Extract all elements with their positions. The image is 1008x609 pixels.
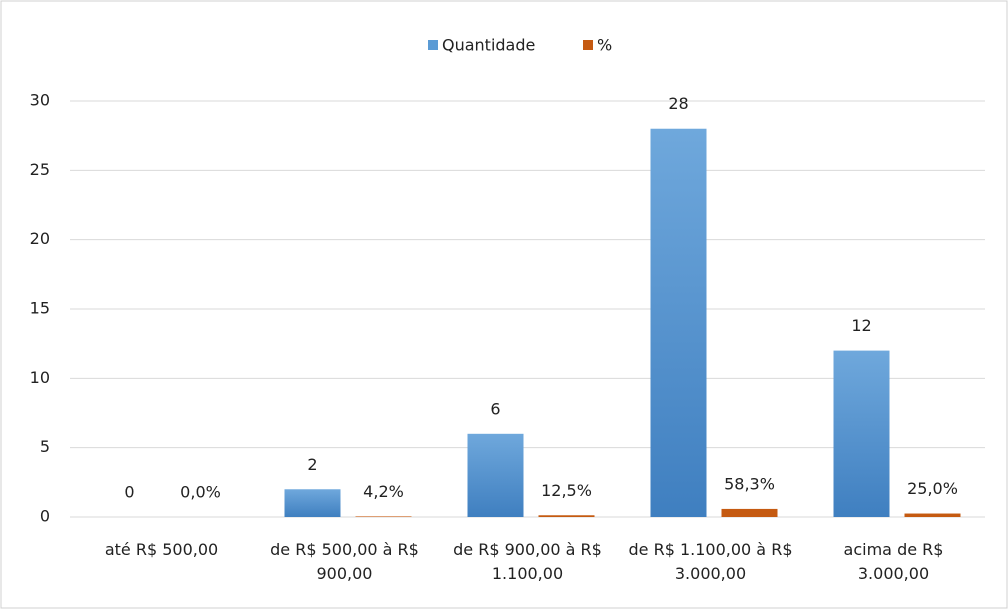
- bar: [355, 516, 412, 517]
- legend-label: %: [597, 36, 612, 55]
- y-tick-label: 15: [30, 299, 50, 318]
- legend-swatch: [428, 40, 438, 50]
- data-label: 0: [124, 483, 134, 502]
- data-label: 12,5%: [541, 481, 592, 500]
- y-tick-label: 20: [30, 229, 50, 248]
- x-tick-label: de R$ 900,00 à R$ 1.100,00: [453, 540, 602, 583]
- bar: [284, 489, 341, 517]
- data-label: 12: [851, 316, 871, 335]
- bar: [833, 350, 890, 517]
- y-tick-label: 10: [30, 368, 50, 387]
- bar: [650, 128, 707, 517]
- bar: [904, 513, 961, 517]
- data-label: 4,2%: [363, 482, 404, 501]
- data-label: 58,3%: [724, 474, 775, 493]
- data-label: 6: [490, 399, 500, 418]
- bar: [721, 508, 778, 517]
- data-label: 25,0%: [907, 479, 958, 498]
- legend-label: Quantidade: [442, 36, 535, 55]
- x-tick-label: de R$ 500,00 à R$ 900,00: [270, 540, 419, 583]
- y-tick-label: 5: [40, 437, 50, 456]
- data-label: 0,0%: [180, 483, 221, 502]
- x-tick-label: até R$ 500,00: [104, 540, 219, 559]
- legend-swatch: [583, 40, 593, 50]
- data-label: 28: [668, 94, 688, 113]
- data-label: 2: [307, 455, 317, 474]
- bar: [467, 433, 524, 517]
- y-tick-label: 0: [40, 507, 50, 526]
- bar: [538, 515, 595, 517]
- y-tick-label: 25: [30, 160, 50, 179]
- x-tick-label: de R$ 1.100,00 à R$ 3.000,00: [628, 540, 793, 583]
- x-tick-label: acima de R$ 3.000,00: [843, 540, 944, 583]
- y-tick-label: 30: [30, 91, 50, 110]
